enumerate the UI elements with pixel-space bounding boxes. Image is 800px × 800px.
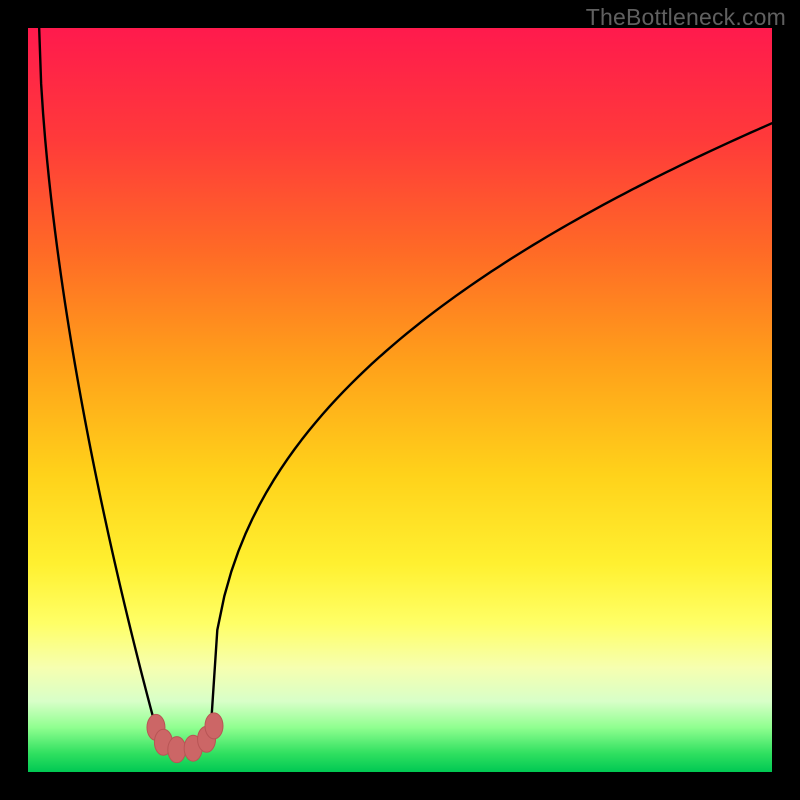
chart-frame: TheBottleneck.com (0, 0, 800, 800)
plot-area (28, 28, 772, 772)
bottleneck-curve-chart (28, 28, 772, 772)
watermark-text: TheBottleneck.com (586, 4, 786, 31)
gradient-background (28, 28, 772, 772)
valley-marker (168, 737, 186, 763)
valley-marker (205, 713, 223, 739)
